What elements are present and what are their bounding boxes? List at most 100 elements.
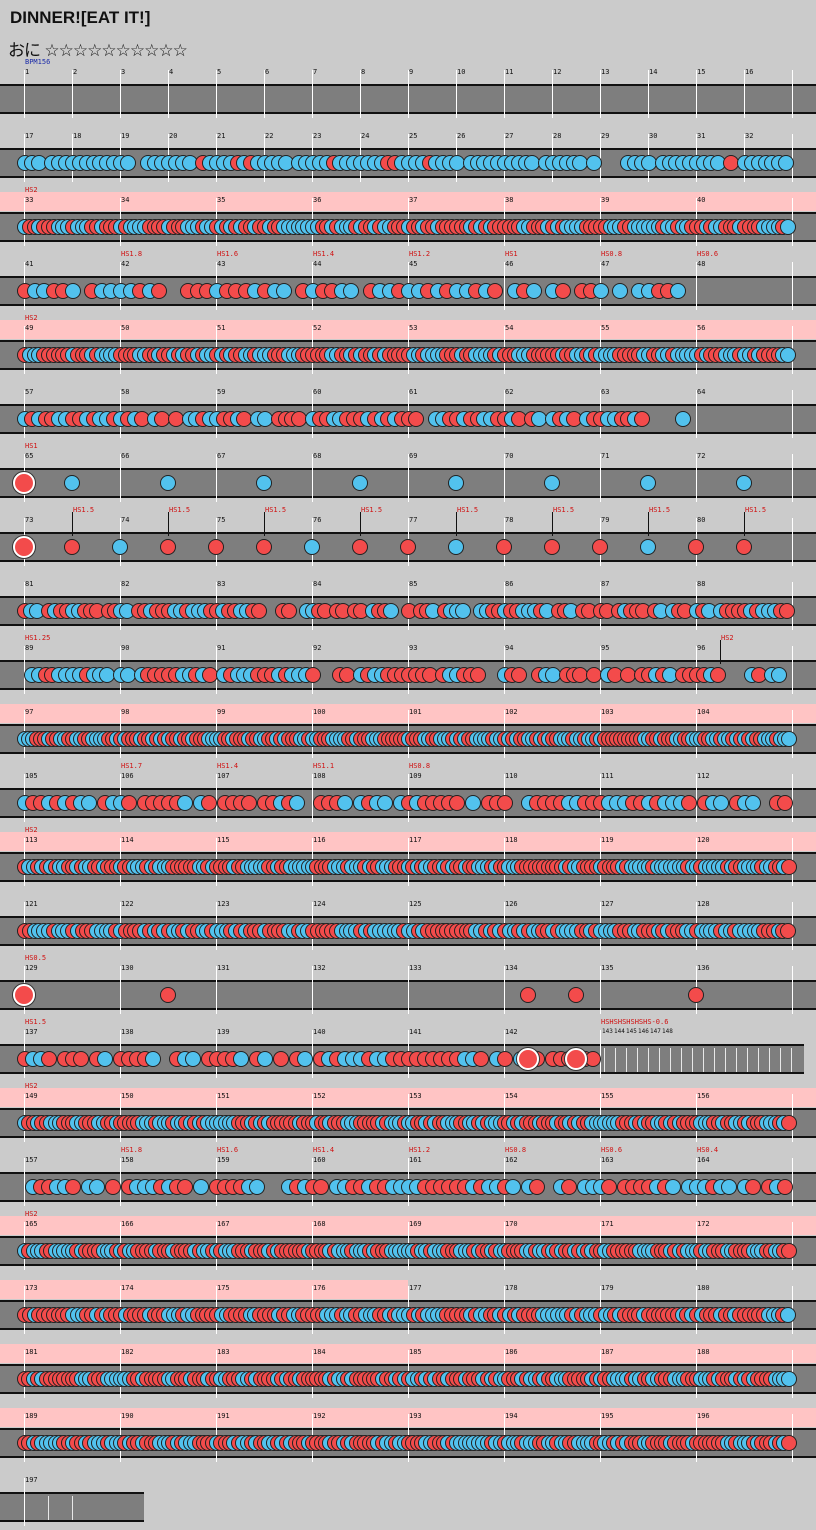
scroll-speed-label: HS1.1 <box>313 762 335 770</box>
bar-number: 145 <box>626 1028 637 1035</box>
bar-number: 42 <box>121 260 130 268</box>
bar-number: 89 <box>25 644 34 652</box>
bar-number: 185 <box>409 1348 422 1356</box>
beat-line <box>48 1496 49 1520</box>
bar-number: 159 <box>217 1156 230 1164</box>
beat-line <box>725 1048 726 1072</box>
bar-number: 114 <box>121 836 134 844</box>
don-note <box>201 795 217 811</box>
ka-note <box>89 1179 105 1195</box>
bar-number: 76 <box>313 516 322 524</box>
bar-number: 112 <box>697 772 710 780</box>
bar-number: 91 <box>217 644 226 652</box>
bar-number: 164 <box>697 1156 710 1164</box>
scroll-speed-label: HS2 <box>721 634 734 642</box>
bar-number: 103 <box>601 708 614 716</box>
bar-number: 78 <box>505 516 514 524</box>
scroll-speed-label: HS1 <box>505 250 518 258</box>
ka-note <box>745 795 761 811</box>
bar-number: 106 <box>121 772 134 780</box>
don-note <box>73 1051 89 1067</box>
bar-number: 116 <box>313 836 326 844</box>
ka-note <box>185 1051 201 1067</box>
bar-line <box>696 70 697 118</box>
bar-number: 141 <box>409 1028 422 1036</box>
bar-line <box>504 262 505 310</box>
chart-row: 121 122 123 124 125 126 127 128 <box>0 890 816 954</box>
ka-note <box>249 1179 265 1195</box>
bar-number: 63 <box>601 388 610 396</box>
bar-number: 50 <box>121 324 130 332</box>
bar-number: 187 <box>601 1348 614 1356</box>
bar-number: 129 <box>25 964 38 972</box>
bar-number: 97 <box>25 708 34 716</box>
don-note <box>400 539 416 555</box>
bar-number: 167 <box>217 1220 230 1228</box>
don-note <box>273 1051 289 1067</box>
bar-number: 11 <box>505 68 514 76</box>
bar-line <box>264 70 265 118</box>
bar-number: 33 <box>25 196 34 204</box>
bar-number: 45 <box>409 260 418 268</box>
bar-line <box>24 70 25 118</box>
bar-line <box>504 70 505 118</box>
ka-note <box>119 155 136 171</box>
bar-number: 49 <box>25 324 34 332</box>
bar-line <box>120 454 121 502</box>
bar-number: 13 <box>601 68 610 76</box>
ka-note <box>276 283 293 299</box>
bar-line <box>696 262 697 310</box>
bar-number: 9 <box>409 68 414 76</box>
scroll-speed-label: HS0.6 <box>601 1146 623 1154</box>
chart-row: 41 42 43 44 45 46 47 48 HS1.8 HS1.6 HS1.4 HS1.2 HS1 H… <box>0 250 816 314</box>
scroll-band <box>0 1280 408 1299</box>
don-note <box>777 1179 793 1195</box>
bar-number: 87 <box>601 580 610 588</box>
don-note <box>251 603 267 619</box>
ka-note <box>713 795 729 811</box>
don-note <box>64 539 80 555</box>
scroll-tick <box>168 512 169 536</box>
bar-line <box>312 1030 313 1078</box>
bar-number: 157 <box>25 1156 38 1164</box>
ka-note <box>780 1371 797 1387</box>
bar-number: 190 <box>121 1412 134 1420</box>
bar-number: 4 <box>169 68 174 76</box>
chart-row: 181 182 183 184 185 186 187 188 <box>0 1338 816 1402</box>
bar-number: 161 <box>409 1156 422 1164</box>
don-note <box>688 987 704 1003</box>
bar-number: 98 <box>121 708 130 716</box>
ka-note <box>81 795 97 811</box>
bar-line <box>24 1158 25 1206</box>
bar-number: 73 <box>25 516 34 524</box>
bar-number: 171 <box>601 1220 614 1228</box>
ka-note <box>525 283 542 299</box>
bar-number: 139 <box>217 1028 230 1036</box>
bar-number: 95 <box>601 644 610 652</box>
ka-note <box>112 539 128 555</box>
scroll-tick <box>552 512 553 536</box>
bar-number: 101 <box>409 708 422 716</box>
scroll-speed-label: HS1.5 <box>169 506 191 514</box>
ka-note <box>780 219 797 235</box>
scroll-speed-label: HS2 <box>25 1082 38 1090</box>
bar-number: 25 <box>409 132 418 140</box>
scroll-speed-label: HS1.2 <box>409 250 431 258</box>
bar-number: 140 <box>313 1028 326 1036</box>
ka-note <box>448 475 464 491</box>
bar-number: 170 <box>505 1220 518 1228</box>
ka-note <box>778 155 795 171</box>
bar-number: 22 <box>265 132 274 140</box>
scroll-tick <box>360 512 361 536</box>
bar-number: 124 <box>313 900 326 908</box>
bar-number: 47 <box>601 260 610 268</box>
bar-number: 175 <box>217 1284 230 1292</box>
bar-number: 194 <box>505 1412 518 1420</box>
don-note <box>352 539 368 555</box>
difficulty-stars: ☆☆☆☆☆☆☆☆☆☆ <box>44 41 187 61</box>
bar-number: 115 <box>217 836 230 844</box>
bar-number: 99 <box>217 708 226 716</box>
bar-number: 126 <box>505 900 518 908</box>
ka-note <box>343 283 360 299</box>
bar-number: 151 <box>217 1092 230 1100</box>
